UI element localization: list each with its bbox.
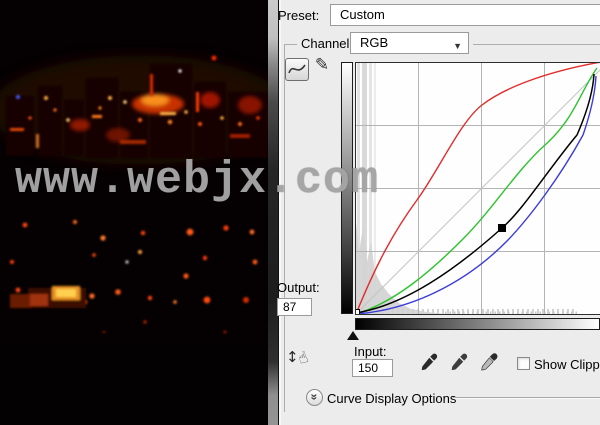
selected-curve-point[interactable] [498, 224, 506, 232]
edit-points-tool-button[interactable] [285, 58, 309, 81]
eyedropper-icon [421, 353, 438, 371]
updown-arrow-icon: ↕ [286, 348, 299, 366]
gray-point-eyedropper-button[interactable] [447, 350, 469, 374]
groupbox-top-edge-left [284, 44, 297, 45]
rgb-composite-curve[interactable] [355, 73, 595, 314]
output-field[interactable] [277, 298, 312, 316]
eyedropper-icon [481, 353, 498, 371]
curve-display-options-label: Curve Display Options [327, 391, 457, 406]
curve-display-options-expander[interactable]: » [306, 389, 323, 406]
show-clipping-label: Show Clipping [534, 357, 600, 372]
channel-label: Channel: [301, 36, 354, 51]
channel-value: RGB [360, 35, 389, 50]
output-label: Output: [277, 280, 320, 295]
window-divider-scrollbar[interactable] [268, 0, 279, 425]
input-label: Input: [354, 344, 387, 359]
input-gradient-ramp [355, 318, 600, 330]
curve-icon [288, 64, 306, 74]
output-gradient-ramp [341, 62, 353, 314]
black-point-eyedropper-button[interactable] [417, 350, 439, 374]
night-cityscape-image [0, 0, 268, 425]
curves-plot[interactable] [355, 62, 600, 315]
red-channel-curve[interactable] [355, 62, 600, 315]
pencil-tool-button[interactable]: ✎ [311, 55, 333, 79]
blue-channel-curve[interactable] [355, 75, 597, 315]
input-field[interactable] [352, 359, 393, 377]
plot-border [355, 62, 600, 315]
show-clipping-checkbox[interactable] [517, 357, 530, 370]
chevron-down-icon: ▼ [453, 41, 462, 51]
preset-value: Custom [340, 7, 385, 22]
cityscape-art [0, 0, 268, 425]
double-chevron-icon: » [307, 393, 322, 401]
diagonal-baseline [355, 69, 600, 315]
options-separator-line [453, 397, 600, 399]
green-channel-curve[interactable] [355, 67, 598, 315]
white-point-eyedropper-button[interactable] [477, 350, 499, 374]
eyedropper-icon [451, 353, 468, 371]
groupbox-top-edge-right [473, 44, 600, 45]
panel-edge-highlight [279, 0, 281, 425]
preset-label: Preset: [278, 8, 320, 23]
watermark-text: www.webjx.com [15, 155, 380, 206]
channel-dropdown[interactable]: RGB ▼ [350, 32, 469, 54]
groupbox-left-edge [284, 44, 285, 412]
shadow-input-slider[interactable] [347, 331, 359, 340]
pencil-icon: ✎ [314, 55, 330, 75]
on-image-adjustment-tool[interactable]: ↕☝ [286, 347, 310, 368]
preset-dropdown[interactable]: Custom [330, 4, 600, 26]
